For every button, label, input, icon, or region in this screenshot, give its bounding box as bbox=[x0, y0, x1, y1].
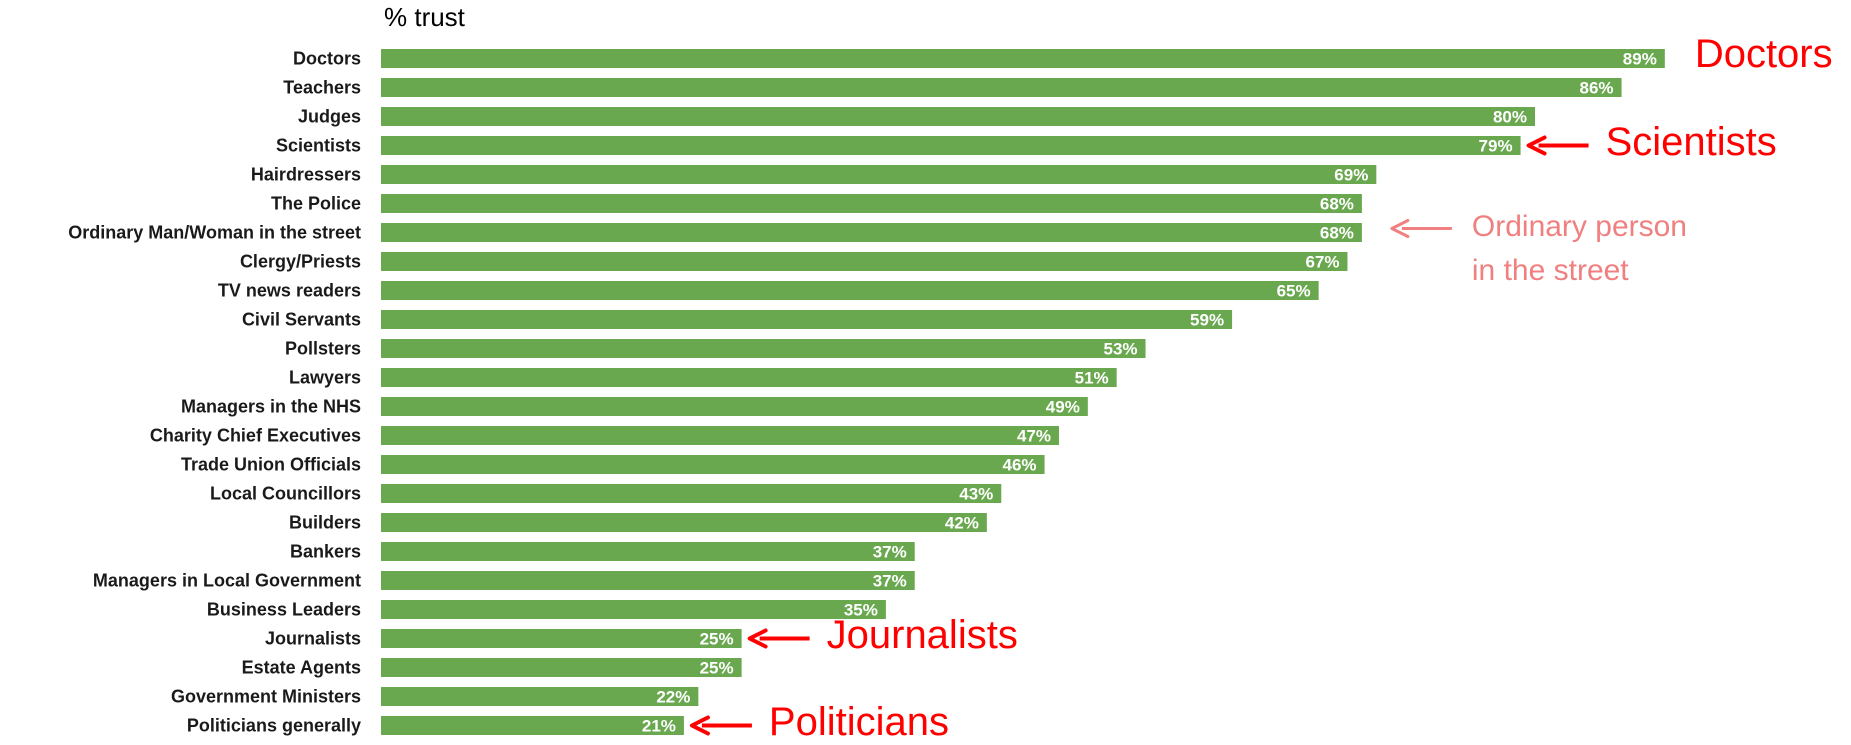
category-label: Local Councillors bbox=[210, 484, 361, 504]
annotation-arrow bbox=[747, 628, 810, 649]
category-label: Builders bbox=[289, 513, 361, 533]
value-label: 69% bbox=[1334, 166, 1368, 185]
annotation-label: Scientists bbox=[1605, 119, 1777, 164]
bar bbox=[381, 600, 886, 619]
annotation-arrow bbox=[1390, 219, 1452, 238]
value-label: 49% bbox=[1046, 398, 1080, 417]
bar bbox=[381, 107, 1535, 126]
value-label: 35% bbox=[844, 601, 878, 620]
category-label: Journalists bbox=[265, 629, 361, 649]
bar bbox=[381, 194, 1362, 213]
bar bbox=[381, 136, 1521, 155]
value-label: 22% bbox=[656, 688, 690, 707]
category-label: Scientists bbox=[276, 136, 361, 156]
category-label: The Police bbox=[271, 194, 361, 214]
annotation-label: Journalists bbox=[826, 612, 1018, 657]
value-label: 80% bbox=[1493, 108, 1527, 127]
value-label: 21% bbox=[642, 717, 676, 736]
bar bbox=[381, 397, 1088, 416]
category-label: Doctors bbox=[293, 49, 361, 69]
value-label: 43% bbox=[959, 485, 993, 504]
category-label: Bankers bbox=[290, 542, 361, 562]
category-label: Clergy/Priests bbox=[240, 252, 361, 272]
category-label: Teachers bbox=[283, 78, 361, 98]
category-label: TV news readers bbox=[218, 281, 361, 301]
annotation-label: Politicians bbox=[768, 699, 949, 744]
category-label: Managers in the NHS bbox=[181, 397, 361, 417]
bar bbox=[381, 542, 915, 561]
annotation-arrow bbox=[1526, 135, 1589, 156]
bar bbox=[381, 658, 742, 677]
category-label: Business Leaders bbox=[207, 600, 361, 620]
category-label: Ordinary Man/Woman in the street bbox=[68, 223, 361, 243]
category-label: Judges bbox=[298, 107, 361, 127]
value-label: 53% bbox=[1103, 340, 1137, 359]
value-label: 42% bbox=[945, 514, 979, 533]
value-label: 47% bbox=[1017, 427, 1051, 446]
bar bbox=[381, 281, 1319, 300]
bar bbox=[381, 484, 1002, 503]
category-label: Lawyers bbox=[289, 368, 361, 388]
bar bbox=[381, 455, 1045, 474]
bar bbox=[381, 716, 684, 735]
bar bbox=[381, 78, 1622, 97]
category-label: Trade Union Officials bbox=[181, 455, 361, 475]
category-label: Estate Agents bbox=[242, 658, 361, 678]
value-label: 37% bbox=[873, 572, 907, 591]
bar bbox=[381, 629, 742, 648]
annotation-label: Doctors bbox=[1694, 31, 1833, 76]
annotation-label: Ordinary person in the street bbox=[1472, 205, 1687, 293]
bar bbox=[381, 252, 1348, 271]
bar bbox=[381, 49, 1665, 68]
bar bbox=[381, 571, 915, 590]
bar bbox=[381, 426, 1059, 445]
value-label: 46% bbox=[1003, 456, 1037, 475]
value-label: 67% bbox=[1305, 253, 1339, 272]
chart-unit-label: % trust bbox=[384, 2, 465, 32]
value-label: 51% bbox=[1075, 369, 1109, 388]
value-label: 89% bbox=[1623, 50, 1657, 69]
bar bbox=[381, 368, 1117, 387]
value-label: 68% bbox=[1320, 224, 1354, 243]
category-label: Pollsters bbox=[285, 339, 361, 359]
category-label: Charity Chief Executives bbox=[150, 426, 361, 446]
bar bbox=[381, 165, 1377, 184]
value-label: 68% bbox=[1320, 195, 1354, 214]
value-label: 86% bbox=[1580, 79, 1614, 98]
annotation-line: Ordinary person bbox=[1471, 209, 1687, 243]
bar bbox=[381, 223, 1362, 242]
bar bbox=[381, 310, 1233, 329]
category-label: Politicians generally bbox=[187, 716, 361, 736]
annotation-line: in the street bbox=[1471, 253, 1629, 287]
value-label: 79% bbox=[1479, 137, 1513, 156]
value-label: 25% bbox=[700, 659, 734, 678]
annotation-arrow bbox=[689, 715, 752, 736]
bar bbox=[381, 339, 1146, 358]
bar bbox=[381, 687, 699, 706]
bar bbox=[381, 513, 987, 532]
value-label: 59% bbox=[1190, 311, 1224, 330]
category-label: Hairdressers bbox=[251, 165, 361, 185]
category-label: Civil Servants bbox=[242, 310, 361, 330]
value-label: 65% bbox=[1277, 282, 1311, 301]
value-label: 37% bbox=[873, 543, 907, 562]
category-label: Government Ministers bbox=[171, 687, 361, 707]
category-label: Managers in Local Government bbox=[93, 571, 361, 591]
value-label: 25% bbox=[700, 630, 734, 649]
